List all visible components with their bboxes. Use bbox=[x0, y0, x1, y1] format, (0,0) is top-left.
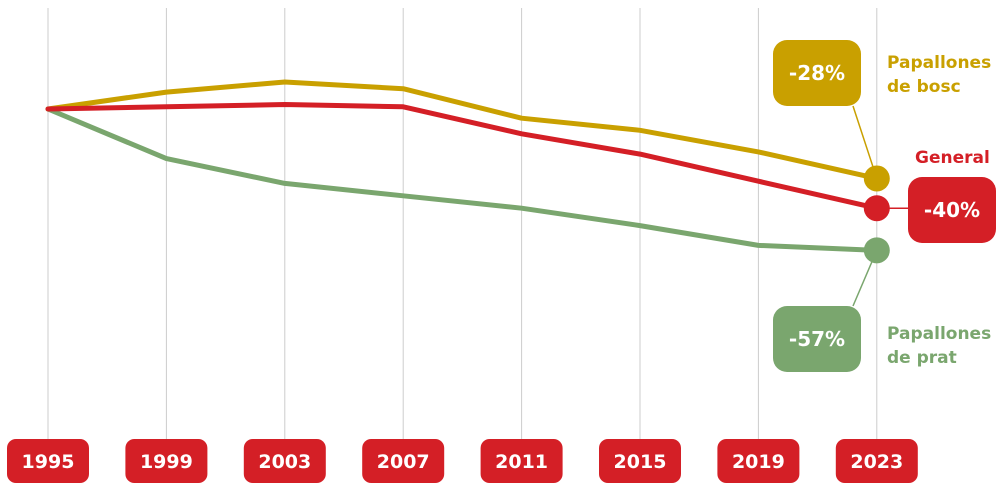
x-tick-label: 2003 bbox=[258, 451, 311, 473]
year-badge-2015: 2015 bbox=[599, 439, 681, 483]
year-badge-2011: 2011 bbox=[480, 439, 563, 483]
year-badge-2019: 2019 bbox=[717, 439, 800, 483]
year-badge-bg bbox=[717, 439, 800, 483]
year-badge-2007: 2007 bbox=[362, 439, 445, 483]
year-badge-bg bbox=[835, 439, 918, 483]
change-badge-bg-general bbox=[908, 177, 996, 243]
year-badge-bg bbox=[7, 439, 89, 483]
change-badge-bg-bosc bbox=[773, 40, 861, 106]
series-name-prat: Papallones de prat bbox=[887, 324, 991, 368]
change-badges: -28% -40% -57% bbox=[773, 40, 996, 372]
year-badge-bg bbox=[243, 439, 326, 483]
year-badge-2003: 2003 bbox=[243, 439, 326, 483]
change-badge-prat: -57% bbox=[773, 306, 861, 372]
x-tick-label: 2023 bbox=[850, 451, 903, 473]
x-tick-label: 1995 bbox=[22, 451, 75, 473]
series-name-bosc: Papallones de bosc bbox=[887, 53, 991, 97]
series-name-line-bosc-1: de bosc bbox=[887, 77, 961, 97]
change-badge-bg-prat bbox=[773, 306, 861, 372]
change-label-general: -40% bbox=[924, 198, 980, 222]
year-badge-1995: 1995 bbox=[7, 439, 89, 483]
x-tick-label: 2011 bbox=[495, 451, 548, 473]
series-name-line-general-0: General bbox=[915, 148, 990, 168]
endpoint-general bbox=[863, 195, 890, 222]
change-badge-bosc: -28% bbox=[773, 40, 861, 106]
series-endpoints bbox=[863, 165, 890, 264]
year-badge-bg bbox=[599, 439, 681, 483]
x-tick-label: 2019 bbox=[732, 451, 785, 473]
change-label-bosc: -28% bbox=[789, 61, 845, 85]
year-badge-1999: 1999 bbox=[125, 439, 208, 483]
series-lines bbox=[45, 79, 880, 253]
series-names: Papallones de bosc General Papallones de pra… bbox=[887, 53, 991, 368]
year-badge-bg bbox=[362, 439, 445, 483]
year-badge-bg bbox=[125, 439, 208, 483]
change-badge-general: -40% bbox=[908, 177, 996, 243]
change-label-prat: -57% bbox=[789, 327, 845, 351]
year-badge-2023: 2023 bbox=[835, 439, 918, 483]
series-line-prat bbox=[45, 106, 880, 253]
series-line-general bbox=[45, 102, 880, 211]
x-tick-label: 2015 bbox=[614, 451, 667, 473]
endpoint-prat bbox=[863, 237, 890, 264]
year-badge-bg bbox=[480, 439, 563, 483]
x-tick-label: 1999 bbox=[140, 451, 193, 473]
endpoint-bosc bbox=[863, 165, 890, 192]
x-tick-label: 2007 bbox=[377, 451, 430, 473]
vertical-gridlines bbox=[47, 8, 878, 440]
series-name-general: General bbox=[915, 148, 990, 168]
x-axis-year-badges: 1995 1999 2003 2007 2011 2015 2019 2023 bbox=[7, 439, 918, 483]
series-name-line-prat-1: de prat bbox=[887, 348, 957, 368]
series-name-line-prat-0: Papallones bbox=[887, 324, 991, 344]
series-line-bosc bbox=[45, 79, 880, 181]
series-name-line-bosc-0: Papallones bbox=[887, 53, 991, 73]
